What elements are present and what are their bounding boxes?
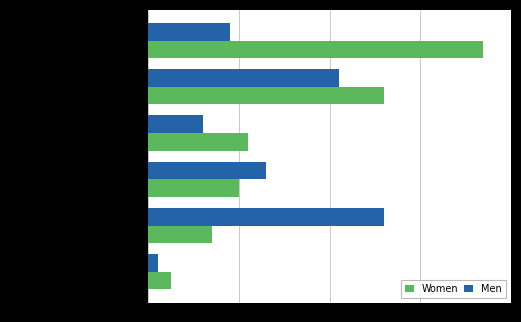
Bar [148,133,248,151]
Bar [148,162,266,179]
Bar [148,272,171,289]
Legend: Women, Men: Women, Men [401,280,506,298]
Bar [148,41,483,58]
Bar [148,254,157,272]
Bar [148,208,384,225]
Bar [148,23,230,41]
Bar [148,116,203,133]
Bar [148,87,384,104]
Bar [148,225,212,243]
Bar [148,69,339,87]
Bar [148,179,239,197]
